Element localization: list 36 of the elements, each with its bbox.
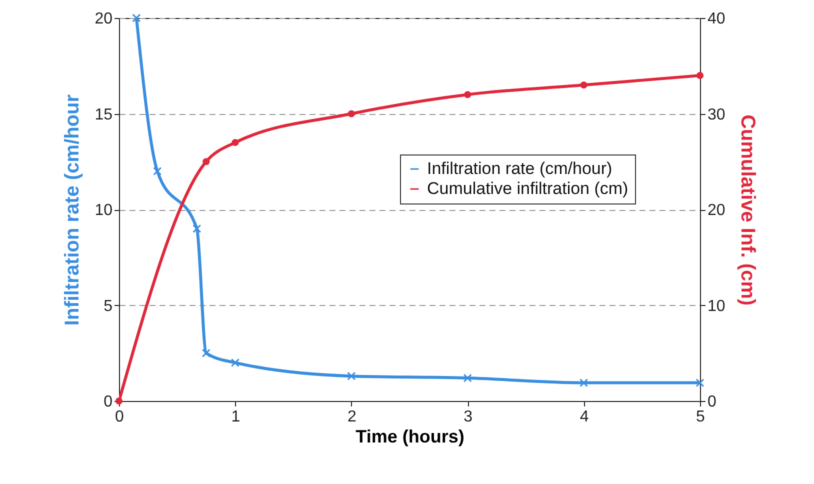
- point: [696, 72, 704, 79]
- x-tick-label: 0: [115, 408, 124, 426]
- y-tick-label: 10: [94, 202, 113, 219]
- point: [464, 91, 472, 98]
- point: [347, 372, 356, 380]
- point: [696, 378, 704, 388]
- x-tick-label: 4: [580, 408, 589, 426]
- legend-label: Infiltration rate (cm/hour): [427, 159, 612, 178]
- point: [580, 81, 588, 89]
- y2-tick-label: 30: [708, 106, 726, 124]
- point: [230, 358, 240, 367]
- x-tick-label: 5: [696, 408, 706, 426]
- y2-tick-label: 20: [708, 202, 726, 219]
- y2-axis-title: Cumulative Inf. (cm): [736, 114, 758, 306]
- x-tick-label: 3: [464, 408, 473, 426]
- y2-tick-label: 40: [708, 10, 726, 28]
- x-tick-label: 2: [347, 408, 356, 426]
- point: [348, 110, 355, 118]
- point: [232, 138, 239, 146]
- point: [132, 14, 141, 22]
- y-axis-title: Infiltration rate (cm/hour: [62, 94, 84, 326]
- x-axis-title: Time (hours): [356, 426, 464, 446]
- y-tick-label: 0: [104, 394, 113, 410]
- point: [463, 374, 472, 382]
- point: [202, 158, 210, 166]
- point: [153, 166, 162, 176]
- point: [202, 348, 210, 358]
- y2-tick-label: 0: [708, 394, 716, 410]
- point: [580, 378, 588, 388]
- x-tick-label: 1: [231, 408, 240, 426]
- y-tick-label: 5: [104, 298, 113, 315]
- point: [192, 224, 202, 233]
- legend-label: Cumulative infiltration (cm): [427, 179, 628, 198]
- y-tick-label: 20: [94, 10, 113, 28]
- y2-tick-label: 10: [708, 298, 726, 315]
- y-tick-label: 15: [94, 106, 113, 124]
